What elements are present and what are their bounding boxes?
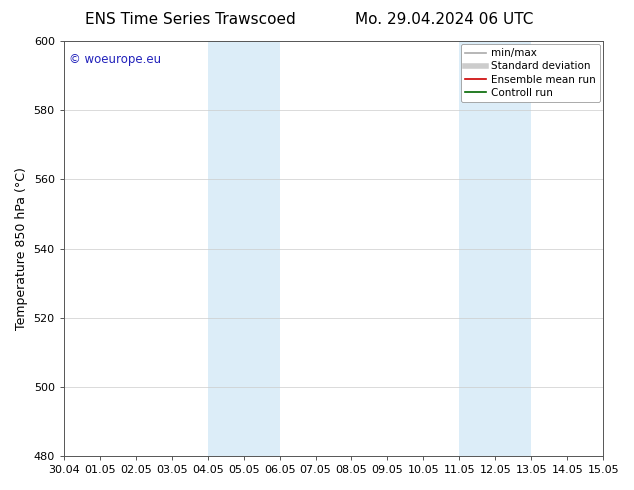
Y-axis label: Temperature 850 hPa (°C): Temperature 850 hPa (°C): [15, 167, 28, 330]
Text: ENS Time Series Trawscoed: ENS Time Series Trawscoed: [85, 12, 295, 27]
Text: Mo. 29.04.2024 06 UTC: Mo. 29.04.2024 06 UTC: [354, 12, 533, 27]
Text: © woeurope.eu: © woeurope.eu: [69, 53, 161, 67]
Legend: min/max, Standard deviation, Ensemble mean run, Controll run: min/max, Standard deviation, Ensemble me…: [461, 44, 600, 102]
Bar: [460, 41, 531, 456]
Bar: [208, 41, 280, 456]
